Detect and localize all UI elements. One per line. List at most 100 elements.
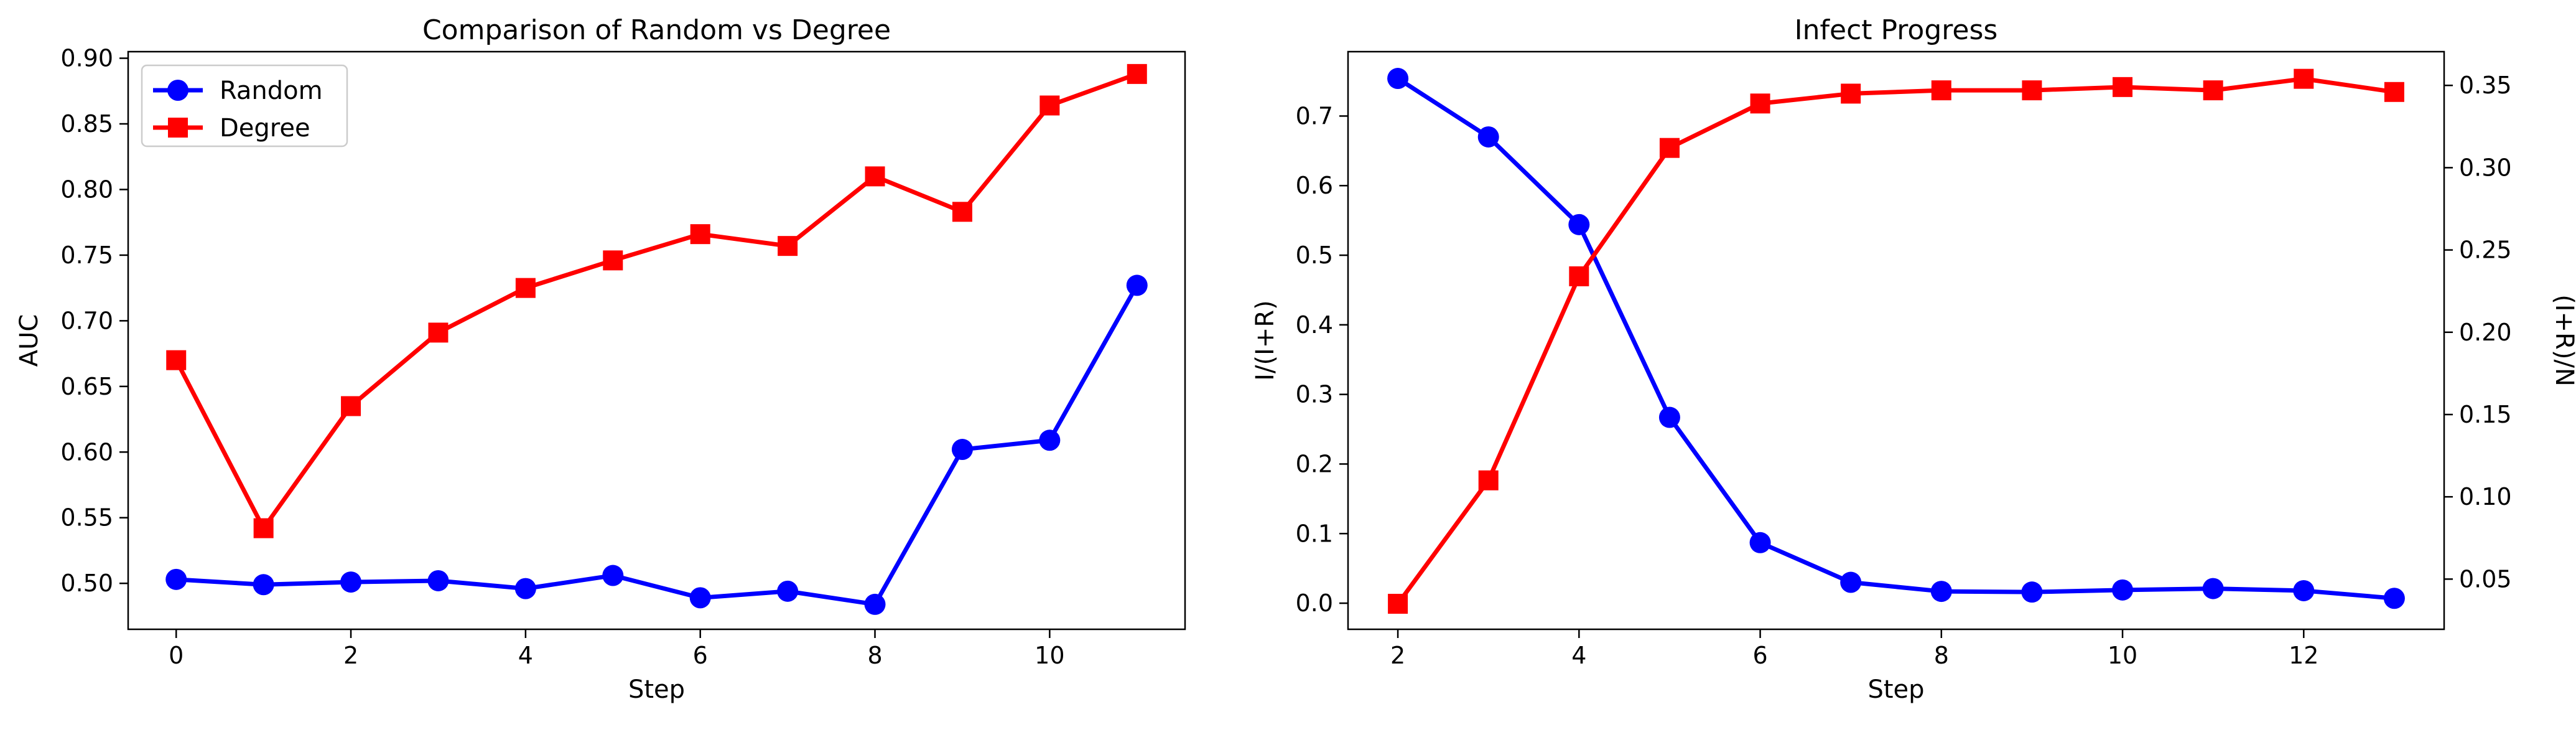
data-point [2293, 580, 2315, 601]
data-point [1840, 571, 1862, 593]
legend-marker [167, 80, 188, 101]
y-tick-label: 0.60 [60, 438, 113, 466]
x-tick-label: 6 [1752, 642, 1767, 669]
series-line-1 [1396, 77, 2395, 606]
data-point [341, 396, 361, 416]
y-tick-label: 0.7 [1296, 102, 1333, 129]
y-tick-label: 0.6 [1296, 172, 1333, 199]
y-axis-label: I/(I+R) [1251, 300, 1280, 381]
y2-tick-label: 0.30 [2459, 154, 2512, 181]
data-point [2384, 82, 2404, 102]
data-point [1387, 68, 1409, 90]
x-axis-label: Step [628, 675, 685, 704]
data-point [2294, 68, 2314, 89]
data-point [778, 236, 798, 256]
y-tick-label: 0.90 [60, 45, 113, 72]
plot-frame [127, 50, 1186, 631]
series-line-0 [1397, 77, 2395, 601]
data-point [165, 568, 187, 590]
y-tick-label: 0.75 [60, 242, 113, 269]
data-point [1931, 80, 1951, 101]
y-tick-label: 0.2 [1296, 450, 1333, 477]
data-point [1126, 274, 1148, 296]
y-tick-label: 0.50 [60, 570, 113, 597]
data-point [253, 518, 274, 538]
data-point [2113, 77, 2133, 97]
data-point [1841, 83, 1861, 104]
y-tick-label: 0.4 [1296, 311, 1333, 339]
chart-random-vs-degree: Comparison of Random vs Degree 0 2 4 6 8 10 0.5… [15, 14, 1186, 704]
data-point [1478, 470, 1499, 490]
x-tick-label: 8 [867, 642, 882, 669]
x-axis-label: Step [1867, 675, 1924, 704]
data-point [865, 166, 885, 187]
data-point [1569, 266, 1589, 286]
data-point [2112, 579, 2134, 601]
series-line-1 [174, 72, 1138, 531]
data-point [951, 439, 973, 461]
x-tick-label: 4 [1571, 642, 1586, 669]
data-point [1039, 429, 1061, 451]
y2-tick-label: 0.05 [2459, 565, 2512, 593]
x-tick-label: 0 [169, 642, 184, 669]
series-line-0 [176, 284, 1139, 607]
data-point [603, 250, 623, 271]
y-tick-label: 0.80 [60, 176, 113, 203]
data-point [515, 278, 536, 298]
data-point [427, 570, 449, 591]
data-point [2383, 588, 2405, 609]
data-point [690, 224, 710, 245]
data-point [253, 574, 274, 596]
data-point [1568, 214, 1590, 235]
y2-tick-label: 0.25 [2459, 237, 2512, 264]
data-point [1749, 532, 1771, 553]
legend-label: Degree [220, 114, 310, 143]
x-tick-label: 2 [1390, 642, 1405, 669]
legend-label: Random [220, 77, 323, 105]
data-point [2203, 80, 2223, 101]
data-point [428, 322, 449, 343]
data-point [602, 565, 624, 586]
y2-tick-label: 0.20 [2459, 319, 2512, 346]
data-point [340, 571, 362, 593]
data-point [1658, 406, 1680, 428]
data-point [1477, 126, 1499, 148]
y-tick-label: 0.70 [60, 307, 113, 334]
chart-title: Comparison of Random vs Degree [422, 14, 891, 46]
x-tick-label: 4 [518, 642, 533, 669]
data-point [2022, 80, 2042, 101]
y-tick-label: 0.3 [1296, 381, 1333, 408]
data-point [1750, 93, 1770, 114]
data-point [864, 593, 886, 615]
y2-axis-label: (I+R)/N [2550, 294, 2576, 387]
data-point [514, 578, 536, 599]
data-point [2202, 578, 2224, 599]
chart-title: Infect Progress [1795, 14, 1998, 46]
x-tick-label: 6 [693, 642, 708, 669]
chart-infect-progress: Infect Progress 2 4 6 8 10 12 0.0 0.1 0.2 0.3 0.4 0.… [1251, 14, 2576, 704]
data-point [2021, 581, 2043, 603]
x-tick-label: 10 [2108, 642, 2137, 669]
y-axis-label: AUC [15, 314, 44, 367]
y-tick-label: 0.85 [60, 110, 113, 138]
y-tick-label: 0.5 [1296, 242, 1333, 269]
data-point [1127, 63, 1147, 84]
y2-tick-label: 0.10 [2459, 483, 2512, 510]
data-point [1930, 581, 1952, 603]
y-tick-label: 0.55 [60, 504, 113, 532]
data-point [777, 580, 799, 602]
x-tick-label: 12 [2289, 642, 2318, 669]
y-tick-label: 0.65 [60, 373, 113, 400]
legend-marker [168, 118, 188, 138]
data-point [1659, 138, 1680, 158]
data-point [1039, 95, 1060, 116]
x-tick-label: 8 [1934, 642, 1949, 669]
plot-frame [1347, 50, 2445, 631]
data-point [952, 202, 972, 222]
y2-tick-label: 0.15 [2459, 401, 2512, 428]
x-tick-label: 10 [1035, 642, 1064, 669]
data-point [166, 350, 187, 370]
y-tick-label: 0.1 [1296, 520, 1333, 547]
x-tick-label: 2 [343, 642, 358, 669]
